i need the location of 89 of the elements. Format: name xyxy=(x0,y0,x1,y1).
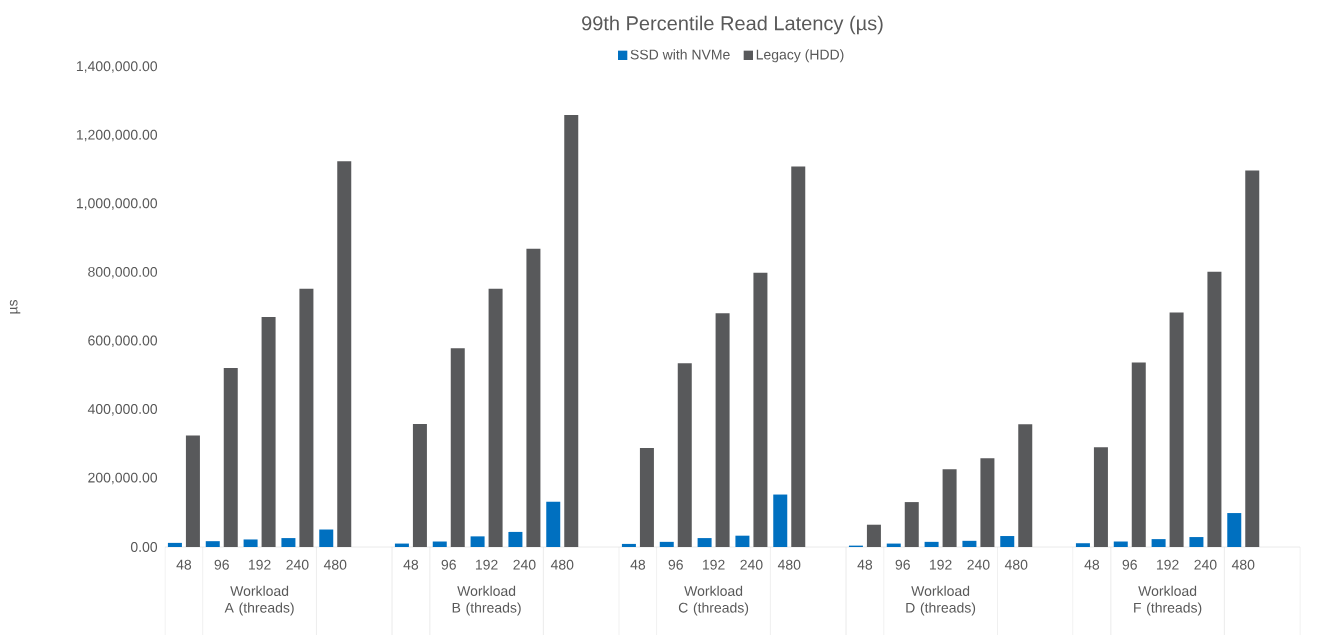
bar xyxy=(546,501,561,547)
bar xyxy=(261,316,276,547)
bar xyxy=(1207,271,1222,547)
bar xyxy=(1000,535,1015,547)
text: Workload F (threads) xyxy=(1134,585,1202,616)
x-tick-label: 192 xyxy=(702,559,725,570)
bar xyxy=(904,501,919,547)
bar xyxy=(677,363,692,547)
y-tick-label: 1,400,000.00 xyxy=(76,61,158,73)
x-tick-label: 192 xyxy=(929,559,952,570)
y-tick-label: 600,000.00 xyxy=(88,335,158,347)
x-tick-label: 480 xyxy=(1004,559,1028,570)
bar xyxy=(1018,424,1033,547)
x-tick-label: 480 xyxy=(550,559,574,570)
bar xyxy=(659,541,674,547)
x-tick-label: 480 xyxy=(323,559,347,570)
x-tick-label: 240 xyxy=(740,559,763,570)
y-tick-label: 0.00 xyxy=(130,541,158,552)
bar xyxy=(1075,543,1090,547)
bar xyxy=(942,469,957,547)
x-tick-label: 48 xyxy=(176,559,192,570)
y-tick-label: 1,200,000.00 xyxy=(76,129,158,142)
bar xyxy=(508,531,523,547)
bar xyxy=(735,535,750,547)
y-axis-title: µs xyxy=(9,299,21,314)
bar xyxy=(639,447,654,547)
x-tick-label: 96 xyxy=(214,559,229,570)
bar xyxy=(185,435,200,547)
chart-title: 99th Percentile Read Latency (µs) xyxy=(582,15,883,35)
x-tick-label: 192 xyxy=(248,559,271,570)
bar xyxy=(1227,512,1242,547)
x-tick-label: 192 xyxy=(475,559,498,570)
y-tick-label: 400,000.00 xyxy=(87,403,158,416)
bar xyxy=(526,248,541,547)
bar xyxy=(1189,536,1204,547)
bar xyxy=(1113,541,1128,547)
bar xyxy=(753,272,768,547)
x-tick-label: 240 xyxy=(513,559,536,570)
x-tick-label: 240 xyxy=(286,559,309,570)
bar xyxy=(412,423,427,547)
x-tick-label: 480 xyxy=(1231,559,1255,570)
x-tick-label: 48 xyxy=(630,559,646,570)
bar xyxy=(223,367,238,547)
bar xyxy=(1169,312,1184,547)
x-tick-label: 48 xyxy=(403,559,419,570)
y-tick-label: 1,000,000.00 xyxy=(76,198,158,210)
bar xyxy=(319,529,334,547)
bar xyxy=(697,537,712,547)
bar xyxy=(962,540,977,547)
bar xyxy=(337,161,352,547)
legend-label: SSD with NVMe xyxy=(630,49,730,60)
bar xyxy=(980,458,995,547)
bar xyxy=(715,313,730,547)
bar xyxy=(1151,538,1166,547)
bar xyxy=(167,542,182,547)
x-tick-label: 480 xyxy=(777,559,801,570)
bar xyxy=(488,288,503,547)
bar xyxy=(450,348,465,547)
x-tick-label: 96 xyxy=(895,559,910,570)
text: Workload D (threads) xyxy=(906,585,976,616)
bar xyxy=(243,539,258,547)
bar xyxy=(773,494,788,547)
text: Workload C (threads) xyxy=(678,585,749,616)
bar xyxy=(205,541,220,547)
x-tick-label: 48 xyxy=(1084,559,1100,570)
bar xyxy=(866,524,881,547)
bar xyxy=(564,114,579,547)
text: Workload B (threads) xyxy=(452,585,521,616)
bar xyxy=(432,541,447,547)
y-tick-label: 200,000.00 xyxy=(88,472,158,485)
bar xyxy=(1131,362,1146,547)
bar xyxy=(470,536,485,547)
bar xyxy=(1245,170,1260,547)
x-tick-label: 240 xyxy=(967,559,990,570)
x-tick-label: 240 xyxy=(1194,559,1217,570)
x-tick-label: 96 xyxy=(441,559,456,570)
text: Workload A (threads) xyxy=(224,585,294,616)
x-tick-label: 96 xyxy=(1122,559,1137,570)
x-tick-label: 192 xyxy=(1156,559,1179,570)
bar xyxy=(621,543,636,547)
bar xyxy=(1093,447,1108,547)
x-tick-label: 48 xyxy=(857,559,873,570)
bar xyxy=(924,541,939,547)
bar xyxy=(791,166,806,547)
bar xyxy=(299,288,314,547)
legend-label: Legacy (HDD) xyxy=(756,49,844,63)
y-tick-label: 800,000.00 xyxy=(88,266,158,279)
x-tick-label: 96 xyxy=(668,559,683,570)
bar xyxy=(281,537,296,547)
